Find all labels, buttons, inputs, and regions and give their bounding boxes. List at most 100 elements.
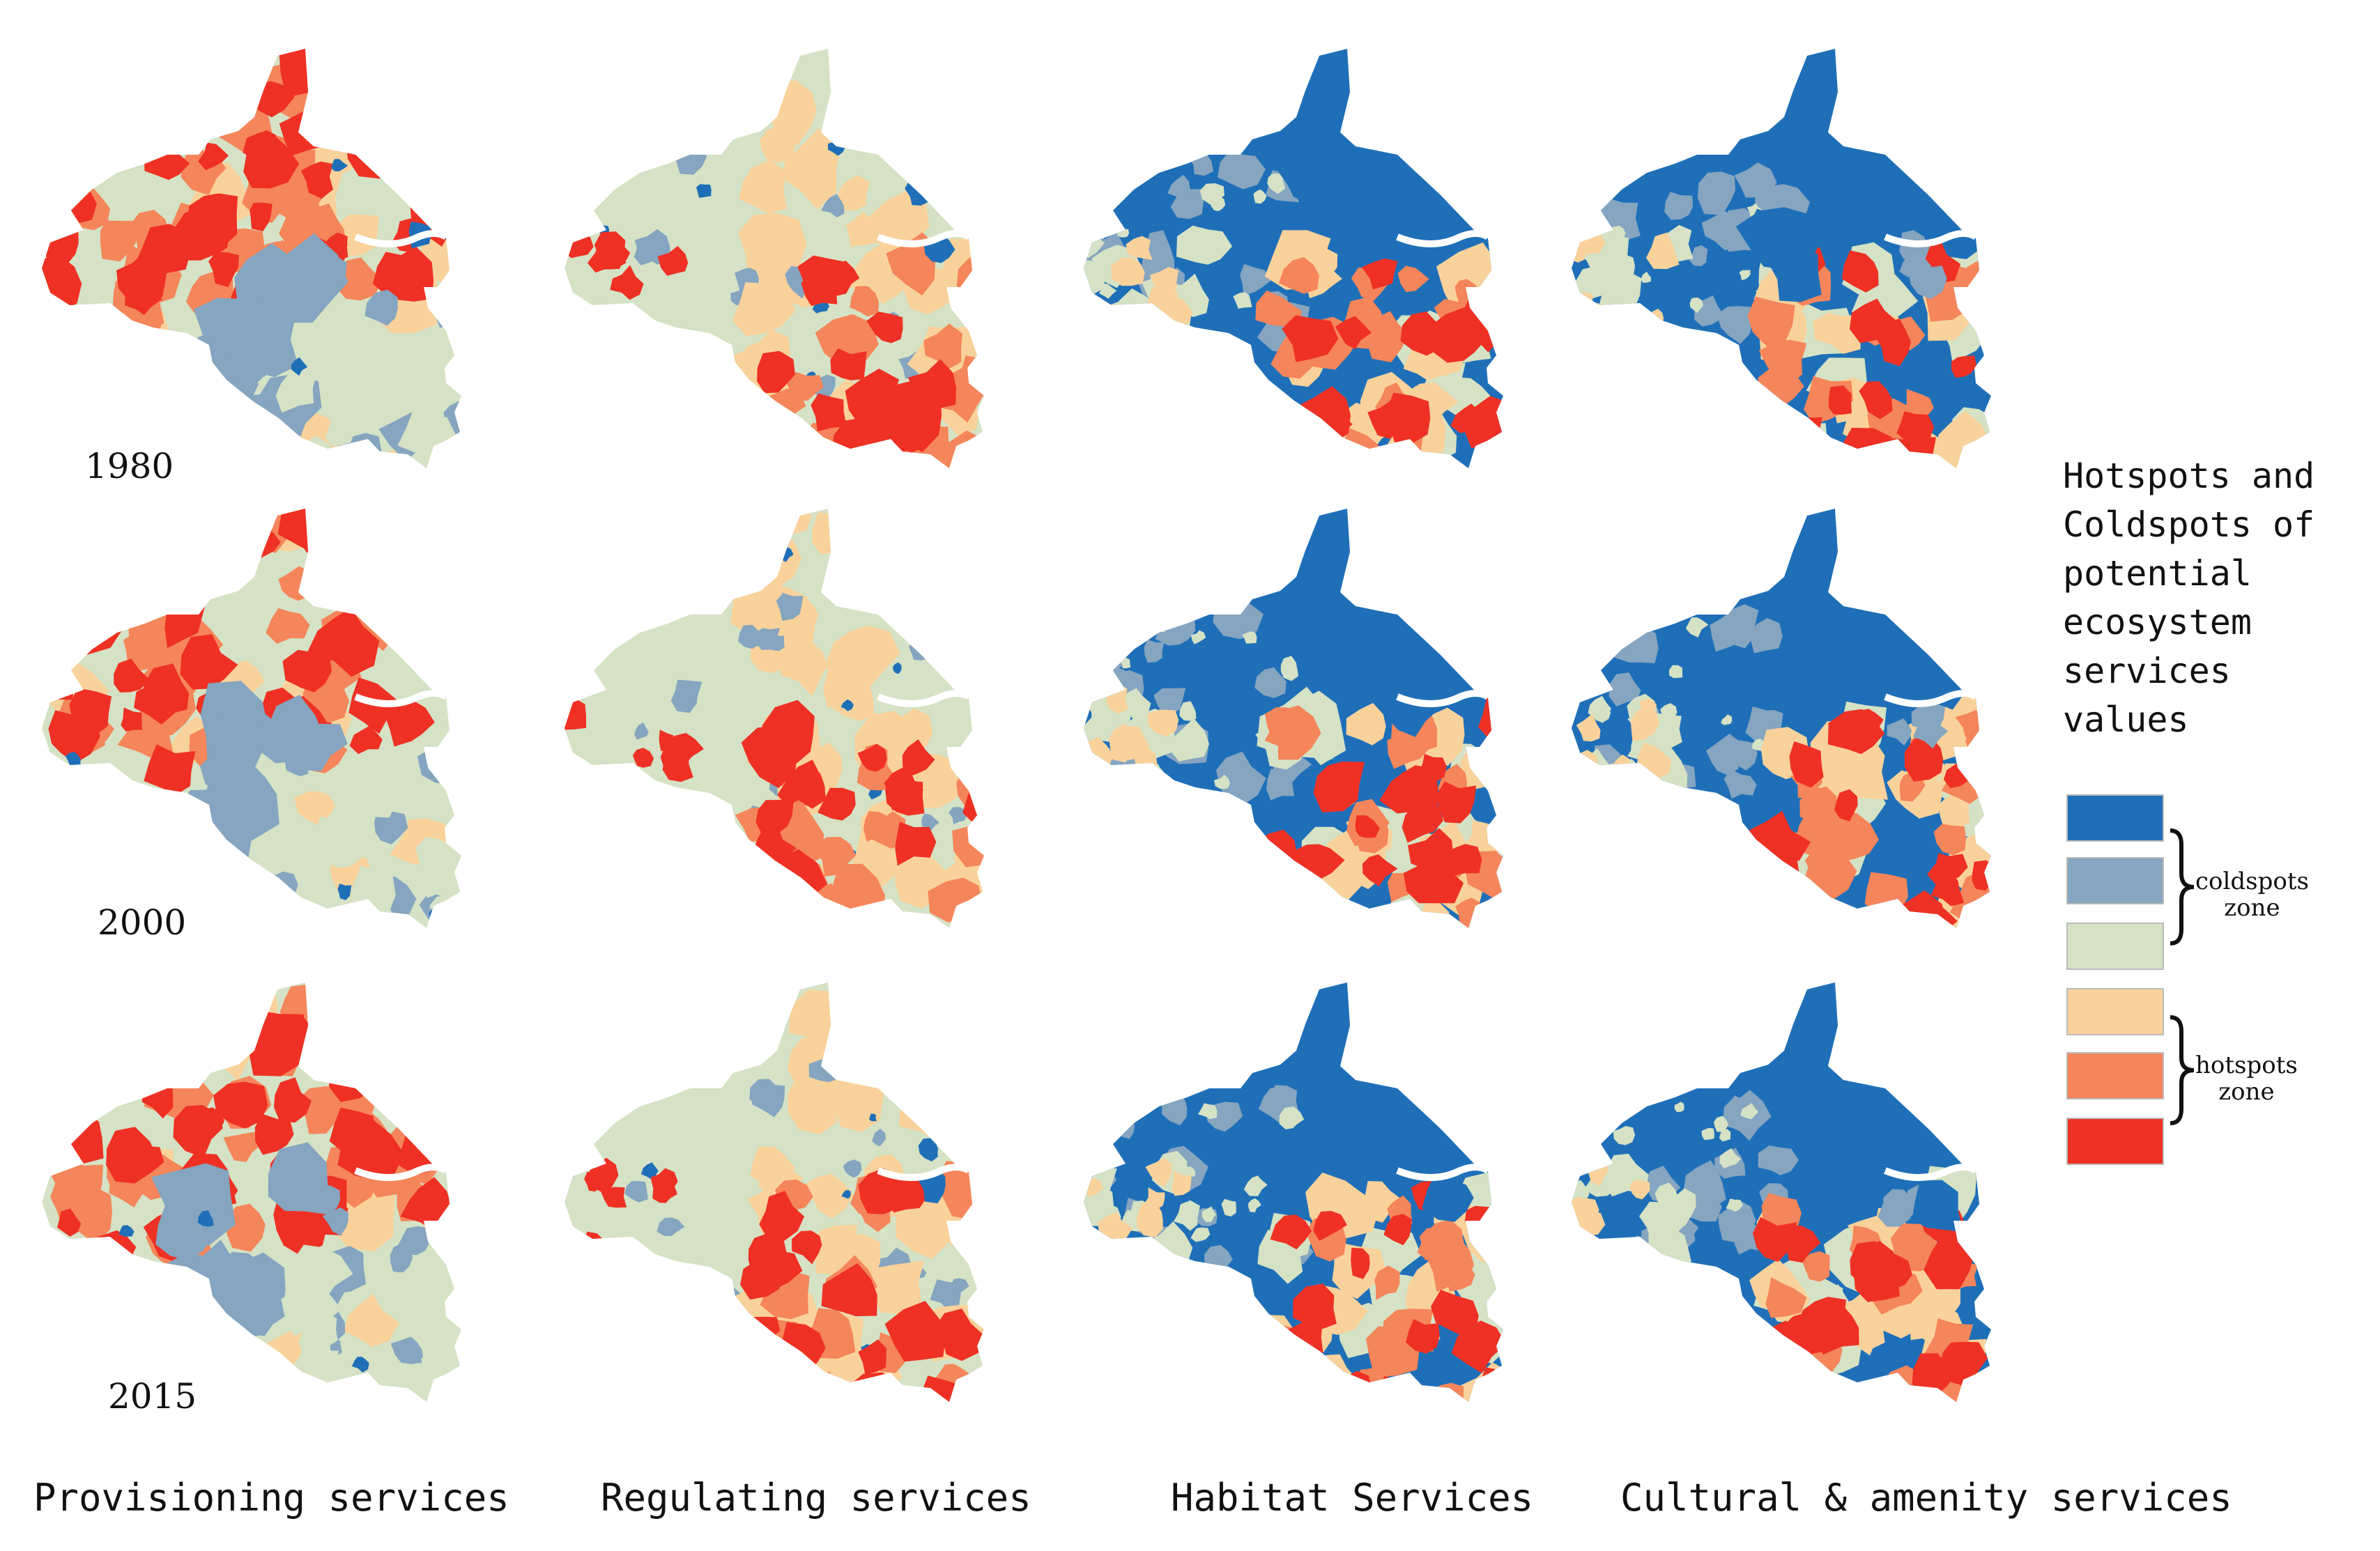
map-patch — [400, 1177, 452, 1231]
map-patch — [1270, 891, 1304, 925]
map-patch — [1751, 618, 1783, 654]
map-patch — [1896, 411, 1935, 442]
map-patch — [346, 524, 390, 566]
map-patch — [960, 1066, 977, 1083]
map-patch — [314, 817, 339, 843]
map-patch — [318, 1357, 355, 1384]
map-patch — [90, 318, 157, 370]
map-patch — [1574, 612, 1595, 633]
map-patch — [825, 906, 852, 928]
map-patch — [1403, 850, 1464, 904]
map-patch — [1254, 829, 1297, 874]
map-patch — [1280, 656, 1299, 681]
map-patch — [1403, 346, 1443, 381]
map-patch — [732, 282, 796, 337]
map-patch — [1871, 87, 1930, 144]
map-patch — [923, 323, 962, 369]
map-patch — [397, 1052, 428, 1084]
map-patch — [709, 86, 742, 117]
map-patch — [1827, 812, 1879, 863]
map-patch — [198, 142, 229, 171]
map-patch — [1179, 701, 1197, 721]
map-patch — [1864, 872, 1908, 925]
legend-title-line: Coldspots of — [2063, 504, 2315, 545]
map-patch — [1641, 271, 1651, 283]
map-patch — [267, 888, 279, 902]
map-patch — [578, 407, 608, 433]
river-mouth — [354, 1164, 448, 1181]
map-cultural-1980 — [1558, 28, 2059, 495]
map-patch — [1697, 171, 1736, 215]
map-patch — [1927, 853, 1968, 886]
map-patch — [118, 1272, 204, 1352]
map-patch — [652, 1185, 677, 1203]
map-patch — [1613, 625, 1659, 663]
map-patch — [337, 1120, 404, 1180]
map-patch — [1734, 162, 1777, 198]
map-patch — [291, 357, 308, 376]
map-patch — [420, 1028, 443, 1053]
map-patch — [367, 116, 423, 158]
map-patch — [1436, 781, 1477, 824]
map-patch — [767, 635, 785, 651]
river-mouth — [877, 230, 971, 247]
map-patch — [1267, 413, 1321, 468]
map-patch — [1965, 731, 1990, 760]
map-patch — [937, 1077, 984, 1137]
map-patch — [634, 722, 649, 740]
map-patch — [1342, 642, 1383, 690]
river-mouth — [1884, 230, 1978, 247]
map-patch — [864, 442, 903, 468]
map-patch — [885, 773, 925, 816]
map-svg — [42, 982, 461, 1402]
map-patch — [427, 181, 454, 211]
map-patch — [1964, 908, 1991, 928]
map-patch — [812, 512, 850, 555]
map-svg — [1084, 49, 1503, 468]
map-patch — [1765, 1277, 1807, 1318]
map-patch — [851, 557, 891, 599]
map-patch — [748, 1233, 788, 1275]
map-patch — [924, 550, 944, 571]
year-label-2015: 2015 — [108, 1376, 197, 1417]
map-patch — [220, 1251, 267, 1293]
map-patch — [248, 1010, 305, 1077]
map-patch — [353, 865, 381, 892]
map-patch — [1253, 189, 1267, 204]
map-patch — [53, 803, 118, 863]
map-patch — [1576, 713, 1601, 742]
map-patch — [738, 624, 765, 649]
map-patch — [438, 1014, 461, 1036]
map-patch — [1116, 229, 1130, 238]
map-svg — [42, 509, 461, 928]
map-patch — [1853, 1240, 1902, 1292]
map-patch — [872, 1129, 886, 1147]
map-patch — [420, 1001, 441, 1019]
map-patch — [1221, 1198, 1236, 1217]
map-patch — [251, 720, 282, 747]
map-patch — [415, 837, 459, 874]
map-patch — [1588, 695, 1611, 723]
map-patch — [634, 808, 659, 836]
map-patch — [565, 1116, 588, 1138]
map-patch — [1939, 792, 1970, 828]
map-patch — [882, 378, 942, 453]
map-patch — [136, 1320, 190, 1373]
map-patch — [1721, 714, 1733, 725]
map-patch — [1248, 1198, 1261, 1212]
map-patch — [1744, 893, 1806, 928]
map-patch — [1719, 1148, 1742, 1168]
map-patch — [1330, 909, 1365, 928]
map-patch — [1930, 871, 1965, 906]
map-patch — [1710, 610, 1749, 652]
map-patch — [956, 766, 984, 811]
river-mouth — [1884, 690, 1978, 707]
river-mouth — [877, 1164, 971, 1181]
map-patch — [1899, 254, 1932, 277]
map-patch — [323, 835, 364, 868]
map-patch — [1588, 303, 1604, 318]
map-patch — [760, 125, 796, 163]
map-patch — [758, 1154, 804, 1199]
map-patch — [1406, 1319, 1440, 1354]
map-patch — [1685, 617, 1709, 638]
